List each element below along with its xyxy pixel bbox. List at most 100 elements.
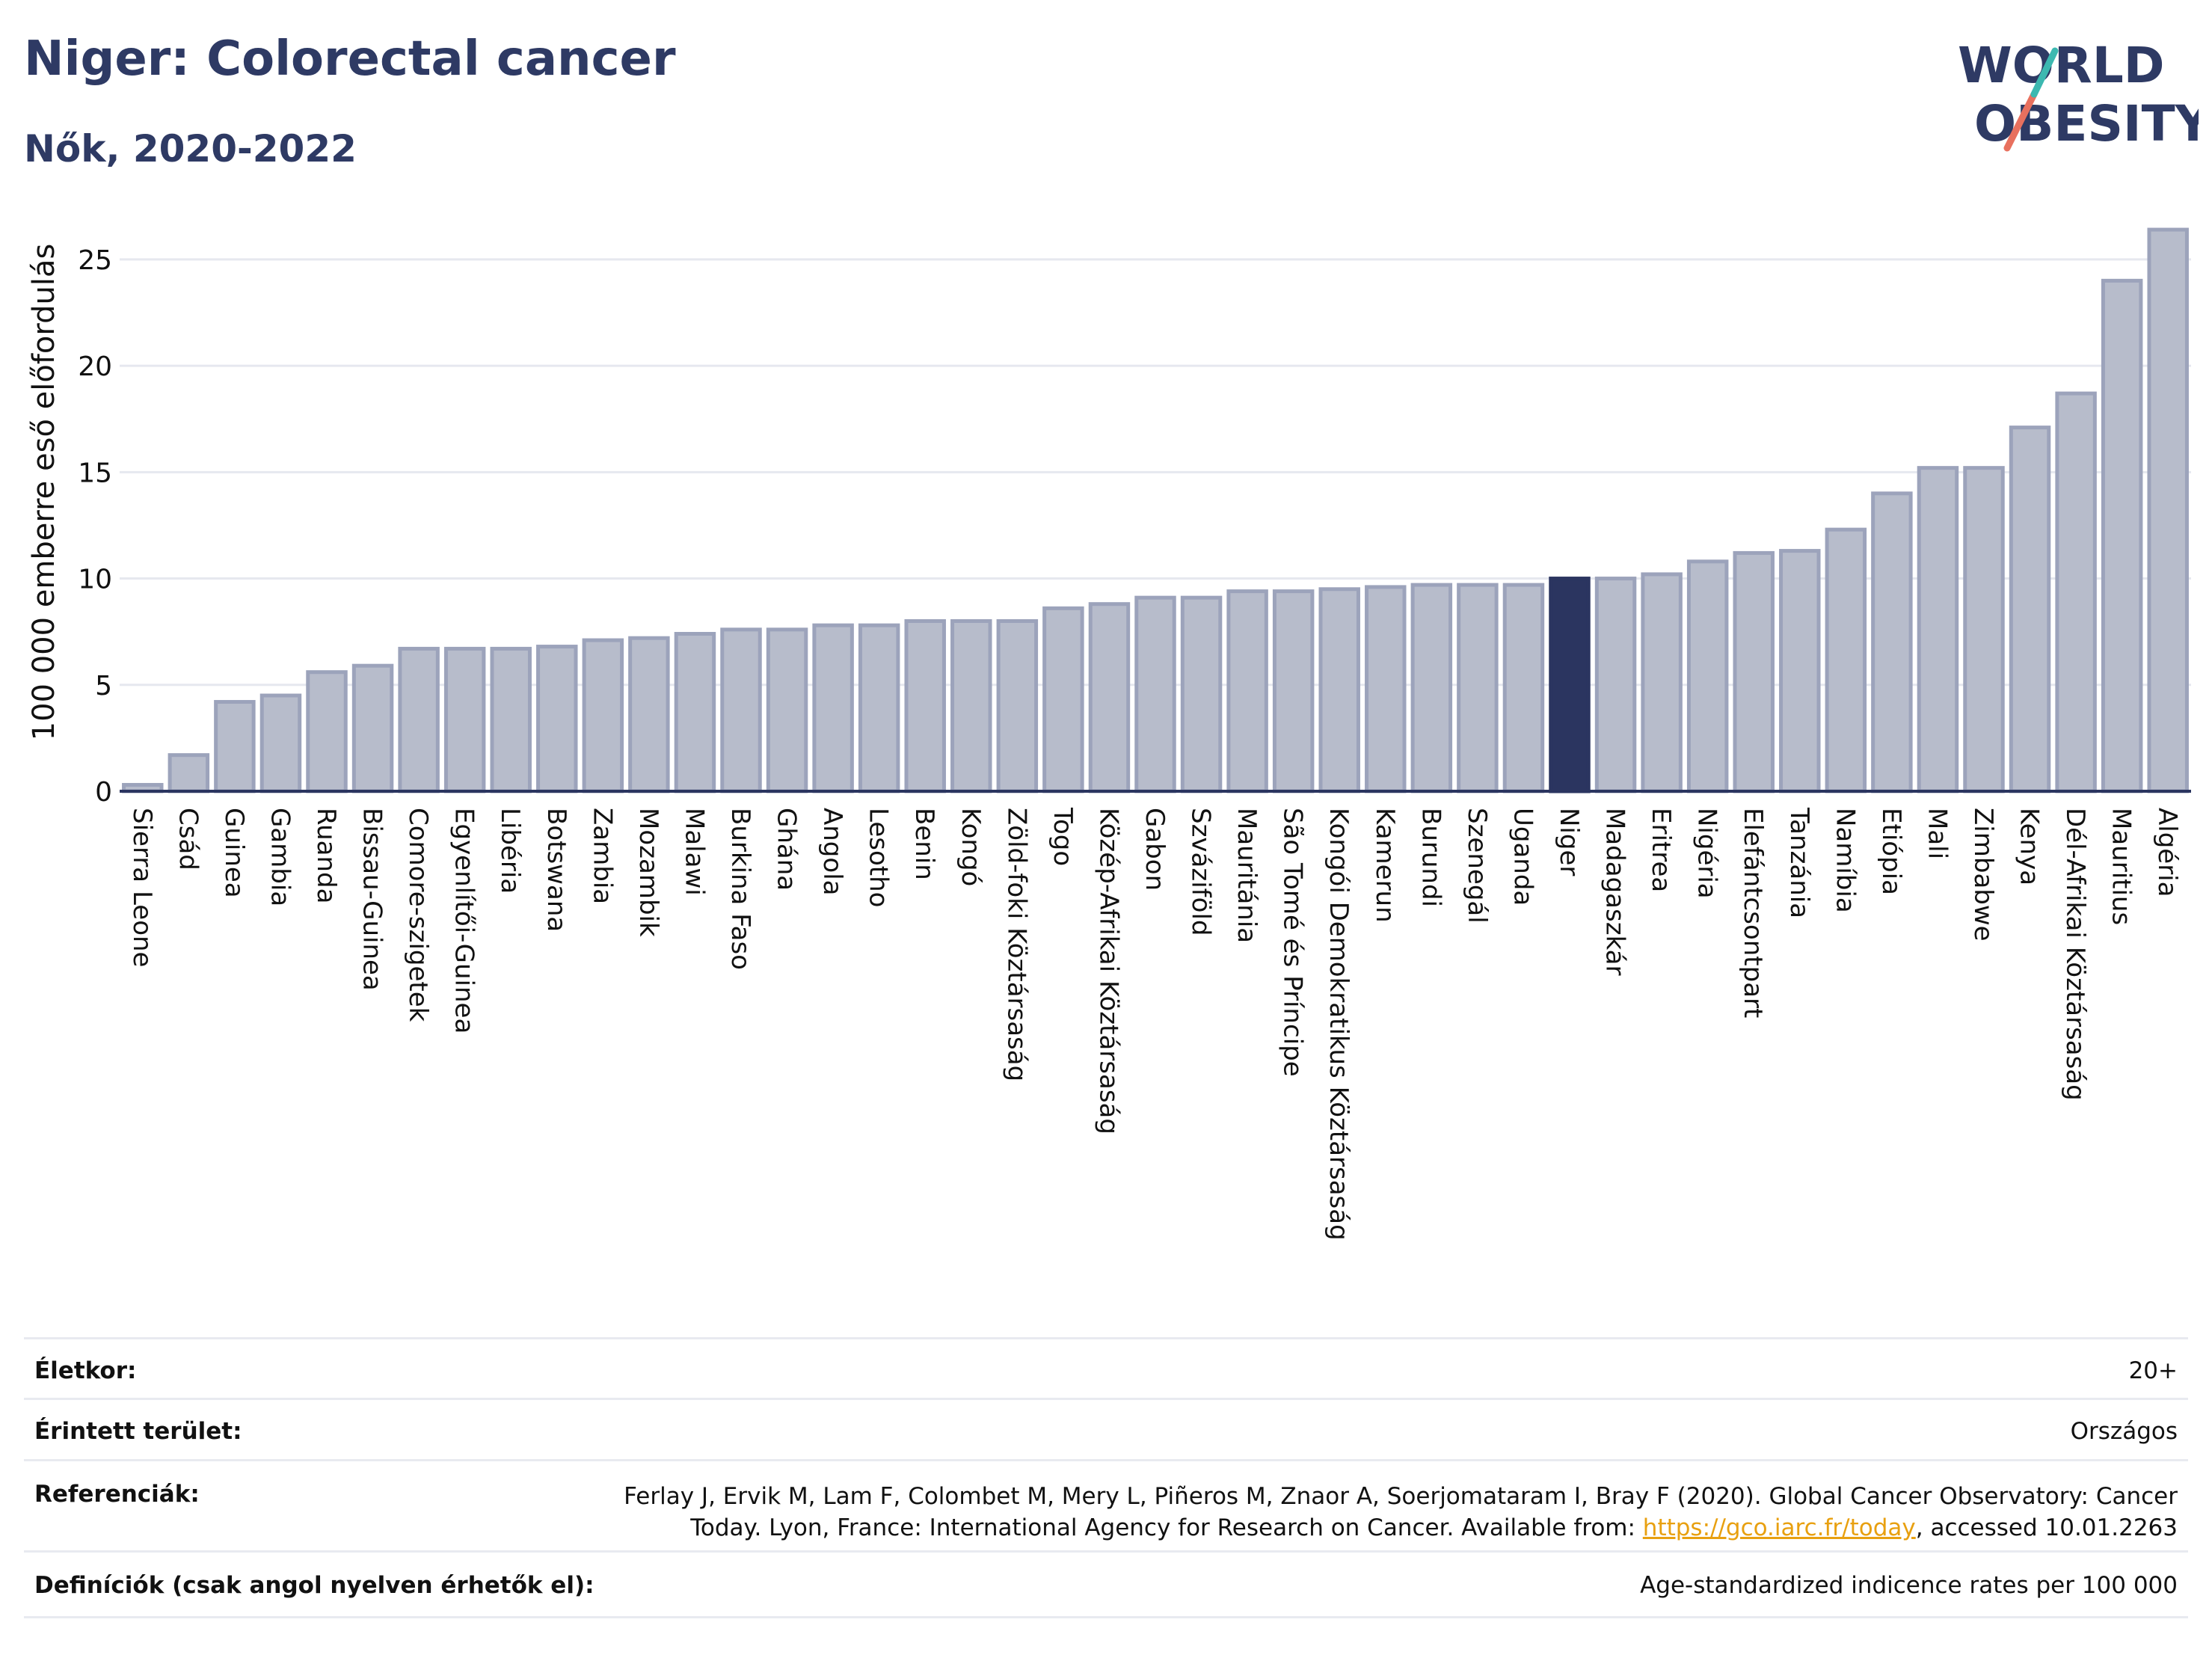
x-tick-label: Botswana <box>541 808 571 932</box>
meta-row-area: Érintett terület: Országos <box>24 1398 2188 1460</box>
bar <box>1272 589 1315 793</box>
logo-slash-red <box>2003 90 2038 152</box>
y-tick-label: 5 <box>95 671 112 701</box>
x-tick-label: Gabon <box>1140 808 1170 891</box>
x-tick-label: Namíbia <box>1830 808 1860 913</box>
bar <box>674 632 716 793</box>
x-tick-label: Comore-szigetek <box>403 808 433 1022</box>
x-tick-label: Dél-Afrikai Köztársaság <box>2060 808 2090 1101</box>
definitions-label: Definíciók (csak angol nyelven érhetők e… <box>34 1572 595 1599</box>
bar <box>306 670 348 793</box>
x-tick-label: Angola <box>817 808 847 895</box>
x-tick-labels: Sierra Leone Csád Guinea Gambia Ruanda Bissau… <box>127 807 2182 1241</box>
y-tick-label: 20 <box>78 351 112 382</box>
x-tick-label: Burundi <box>1416 808 1446 907</box>
bar <box>1134 595 1176 793</box>
x-tick-label: Madagaszkár <box>1600 808 1630 975</box>
y-axis-label: 100 000 emberre eső előfordulás <box>27 244 61 741</box>
bar <box>2009 426 2051 793</box>
x-tick-label: Csád <box>173 808 203 871</box>
bar <box>1917 466 1959 793</box>
bar <box>351 663 394 793</box>
bar <box>1825 527 1867 793</box>
age-value: 20+ <box>2128 1357 2178 1384</box>
bar <box>812 623 854 793</box>
bar <box>214 700 256 793</box>
x-tick-label: Mauritánia <box>1232 808 1262 943</box>
bar <box>1733 550 1775 793</box>
x-tick-label: Burkina Faso <box>725 808 755 970</box>
bar <box>582 638 624 793</box>
x-tick-label: Közép-Afrikai Köztársaság <box>1093 808 1123 1134</box>
x-tick-label: Mauritius <box>2107 808 2136 925</box>
y-tick-label: 25 <box>78 245 112 276</box>
x-tick-label: Eritrea <box>1646 808 1676 892</box>
definitions-value: Age-standardized indicence rates per 100… <box>1640 1572 2178 1599</box>
x-tick-label: São Tomé és Príncipe <box>1278 808 1308 1077</box>
x-tick-label: Mozambik <box>633 808 663 937</box>
x-tick-label: Szváziföld <box>1186 808 1216 936</box>
bar <box>168 753 210 793</box>
bar <box>858 623 900 793</box>
y-tick-label: 0 <box>95 777 112 808</box>
area-label: Érintett terület: <box>34 1418 242 1445</box>
bar <box>766 627 808 793</box>
x-tick-label: Niger <box>1554 808 1584 876</box>
y-tick-label: 10 <box>78 565 112 595</box>
bar <box>443 646 486 793</box>
references-line-2: Today. Lyon, France: International Agenc… <box>624 1512 2178 1544</box>
x-tick-label: Sierra Leone <box>127 808 157 967</box>
references-line-1: Ferlay J, Ervik M, Lam F, Colombet M, Me… <box>624 1483 2178 1510</box>
x-tick-label: Kongó <box>956 808 986 886</box>
x-tick-label: Zöld-foki Köztársaság <box>1001 808 1031 1081</box>
x-tick-label: Kenya <box>2015 808 2044 885</box>
bar <box>1457 583 1499 793</box>
bar <box>1779 549 1821 793</box>
x-tick-label: Lesotho <box>864 808 894 907</box>
bar <box>1088 602 1131 793</box>
bars <box>122 227 2189 793</box>
bar <box>628 636 670 793</box>
age-label: Életkor: <box>34 1357 137 1384</box>
bar-highlight <box>1549 577 1591 793</box>
x-tick-label: Ghána <box>772 808 802 891</box>
x-tick-label: Etiópia <box>1876 808 1906 895</box>
bar <box>1042 606 1084 793</box>
x-tick-label: Bissau-Guinea <box>357 808 387 991</box>
bar <box>490 646 532 793</box>
meta-row-age: Életkor: 20+ <box>24 1337 2188 1399</box>
references-text: Today. Lyon, France: International Agenc… <box>690 1514 1643 1541</box>
x-tick-label: Zimbabwe <box>1968 808 1998 942</box>
x-tick-label: Tanzánia <box>1784 807 1814 918</box>
bar <box>1318 587 1360 793</box>
chart-subtitle: Nők, 2020-2022 <box>24 127 357 171</box>
bar <box>259 693 302 793</box>
x-tick-label: Szenegál <box>1462 808 1492 924</box>
bar-chart: 0 5 10 15 20 25 Sierra Leone Csád Guinea Gambia R… <box>27 227 2191 1241</box>
bar <box>1410 583 1453 793</box>
bar <box>1594 577 1637 793</box>
x-tick-label: Ruanda <box>311 808 341 903</box>
x-tick-label: Kongói Demokratikus Köztársaság <box>1324 808 1354 1241</box>
x-tick-label: Uganda <box>1508 808 1537 906</box>
x-tick-label: Kamerun <box>1370 808 1400 923</box>
references-link[interactable]: https://gco.iarc.fr/today <box>1642 1514 1916 1541</box>
bar <box>2147 227 2189 793</box>
references-value: Ferlay J, Ervik M, Lam F, Colombet M, Me… <box>624 1481 2178 1544</box>
bar <box>1641 572 1683 793</box>
bar <box>996 618 1039 793</box>
world-obesity-logo: WORLD OBESITY <box>1958 37 2199 153</box>
bar <box>1365 585 1407 793</box>
bar <box>2101 278 2143 793</box>
x-tick-label: Nigéria <box>1692 808 1722 899</box>
x-tick-label: Guinea <box>219 808 249 898</box>
bar <box>1226 589 1268 793</box>
bar <box>950 618 992 793</box>
x-tick-label: Malawi <box>679 808 709 896</box>
meta-row-definitions: Definíciók (csak angol nyelven érhetők e… <box>24 1550 2188 1618</box>
bar <box>720 627 762 793</box>
x-tick-label: Elefántcsontpart <box>1738 808 1768 1018</box>
bar <box>904 618 946 793</box>
references-label: Referenciák: <box>34 1481 200 1508</box>
area-value: Országos <box>2070 1418 2178 1445</box>
